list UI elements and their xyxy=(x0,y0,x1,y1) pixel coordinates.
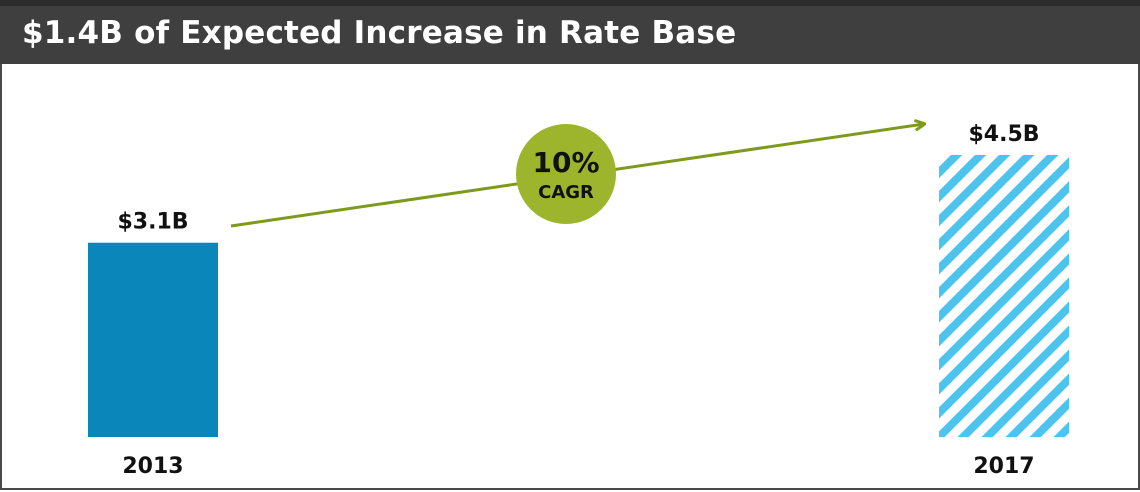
cagr-value: 10% xyxy=(532,146,599,179)
bar-2017 xyxy=(939,155,1069,437)
value-label-2017: $4.5B xyxy=(968,122,1039,147)
cagr-circle xyxy=(516,124,616,224)
chart-title: $1.4B of Expected Increase in Rate Base xyxy=(22,15,737,51)
cagr-label: CAGR xyxy=(538,182,594,203)
bar-2013 xyxy=(88,242,218,437)
category-label-2013: 2013 xyxy=(122,454,183,479)
category-label-2017: 2017 xyxy=(973,454,1034,479)
value-label-2013: $3.1B xyxy=(117,210,188,235)
header-bar: $1.4B of Expected Increase in Rate Base xyxy=(0,0,1140,64)
